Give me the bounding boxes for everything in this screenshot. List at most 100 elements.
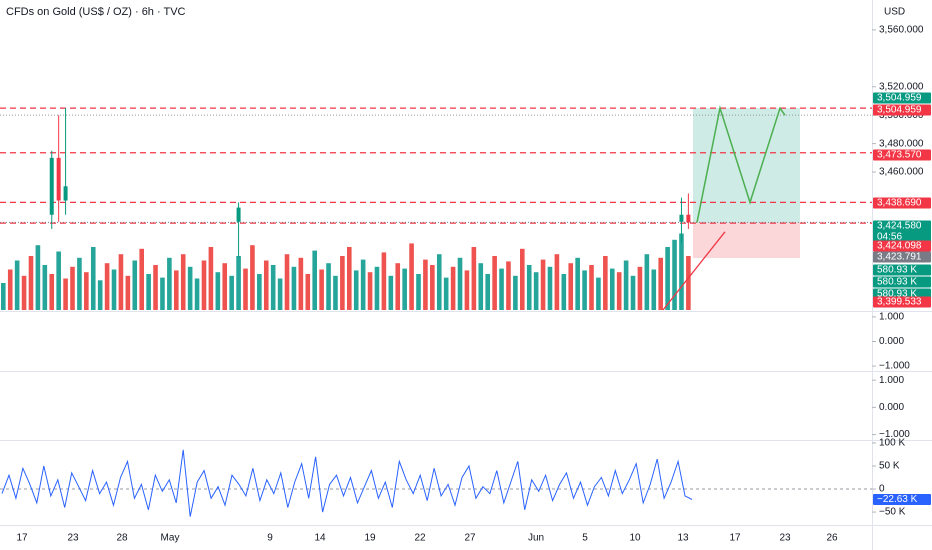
x-tick-label: 17: [16, 533, 28, 544]
price-tag-label: 580.93 K: [877, 289, 917, 300]
candle-body: [63, 186, 68, 201]
volume-bar: [616, 272, 622, 310]
volume-bar: [603, 256, 608, 310]
price-tag-bg: [873, 251, 931, 263]
x-tick-label: 26: [826, 533, 838, 544]
y-tick-label: 1.000: [879, 312, 904, 323]
value-tag-label: −22.63 K: [877, 494, 918, 505]
volume-bar: [381, 252, 387, 310]
volume-bar: [139, 248, 144, 310]
price-tag-label: 3,473.570: [877, 150, 922, 161]
volume-bar: [644, 254, 650, 310]
y-tick-label: −1.000: [879, 429, 910, 440]
volume-bar: [492, 256, 497, 310]
volume-bar: [312, 250, 317, 310]
volume-bar: [533, 272, 539, 310]
volume-bar: [499, 268, 504, 310]
volume-bar: [56, 251, 61, 310]
y-tick-label: 3,460.000: [879, 167, 924, 178]
volume-bar: [118, 254, 124, 310]
volume-bar: [97, 280, 103, 310]
volume-bar: [554, 254, 560, 310]
price-tag-bg: [873, 276, 931, 288]
x-tick-label: 13: [677, 533, 689, 544]
price-tag-label: 3,504.959: [877, 105, 922, 116]
volume-bar: [90, 247, 96, 310]
volume-bar: [146, 274, 151, 310]
candle-body: [49, 157, 54, 215]
volume-bar: [167, 257, 172, 310]
price-tag: 580.93 K: [873, 276, 931, 288]
volume-bar: [49, 274, 55, 310]
volume-bar: [70, 266, 75, 310]
volume-bar: [111, 269, 117, 310]
volume-bar: [513, 275, 518, 310]
price-tag-label: 3,423.791: [877, 252, 922, 263]
volume-bar: [353, 270, 359, 310]
x-tick-label: 9: [267, 533, 273, 544]
volume-bar: [402, 268, 407, 310]
volume-bar: [132, 260, 138, 310]
volume-bar: [568, 263, 574, 310]
volume-bar: [104, 263, 110, 310]
price-tag: 580.93 K: [873, 264, 931, 276]
price-tag-bg: [873, 149, 931, 161]
volume-bar: [284, 254, 290, 310]
volume-bar: [582, 270, 587, 310]
volume-bar: [270, 265, 276, 310]
volume-bar: [28, 256, 34, 310]
price-tag-bg: [873, 92, 931, 104]
x-tick-label: Jun: [528, 533, 544, 544]
chart-title: CFDs on Gold (US$ / OZ) · 6h · TVC: [6, 6, 186, 18]
volume-bar: [1, 283, 6, 310]
volume-bar: [547, 266, 553, 310]
volume-bar: [651, 269, 657, 310]
volume-bar: [243, 268, 248, 310]
currency: USD: [884, 7, 905, 18]
price-tag-bg: [873, 240, 931, 252]
y-tick-label: 3,560.000: [879, 25, 924, 36]
price-tag: 3,473.570: [873, 149, 931, 161]
price-tag-bg: [873, 197, 931, 209]
volume-bar: [526, 265, 532, 310]
x-tick-label: 17: [729, 533, 741, 544]
volume-bar: [291, 266, 297, 310]
volume-bar: [679, 233, 684, 310]
y-tick-label: 100 K: [879, 438, 905, 449]
volume-bar: [485, 274, 490, 310]
price-tag-bg: [873, 104, 931, 116]
volume-bar: [423, 259, 428, 310]
volume-bar: [215, 272, 221, 310]
volume-bar: [596, 277, 601, 310]
price-tag-label: 3,424.580: [877, 221, 922, 232]
price-tag-label: 3,504.959: [877, 93, 922, 104]
x-tick-label: 14: [314, 533, 326, 544]
price-tag: 3,424.098: [873, 240, 931, 252]
volume-bar: [637, 266, 643, 310]
volume-bar: [229, 275, 234, 310]
volume-bar: [194, 278, 200, 310]
x-tick-label: 5: [582, 533, 588, 544]
volume-bar: [575, 257, 580, 310]
price-tag: 3,423.791: [873, 251, 931, 263]
value-tag-bg: [873, 493, 931, 505]
price-tag-bg: [873, 296, 931, 308]
volume-bar: [388, 275, 394, 310]
y-tick-label: 50 K: [879, 461, 900, 472]
volume-bar: [305, 274, 311, 310]
oscillator-line: [1, 449, 693, 517]
volume-bar: [630, 275, 636, 310]
volume-bar: [77, 257, 82, 310]
x-tick-label: May: [161, 533, 180, 544]
price-tag-bg: [873, 264, 931, 276]
volume-bar: [14, 260, 20, 310]
price-tag-label: 3,399.533: [877, 297, 922, 308]
volume-bar: [416, 274, 421, 310]
volume-bar: [326, 263, 331, 310]
price-tag: 3,504.959: [873, 104, 931, 116]
volume-bar: [686, 256, 691, 310]
x-tick-label: 19: [364, 533, 376, 544]
volume-bar: [609, 268, 615, 310]
